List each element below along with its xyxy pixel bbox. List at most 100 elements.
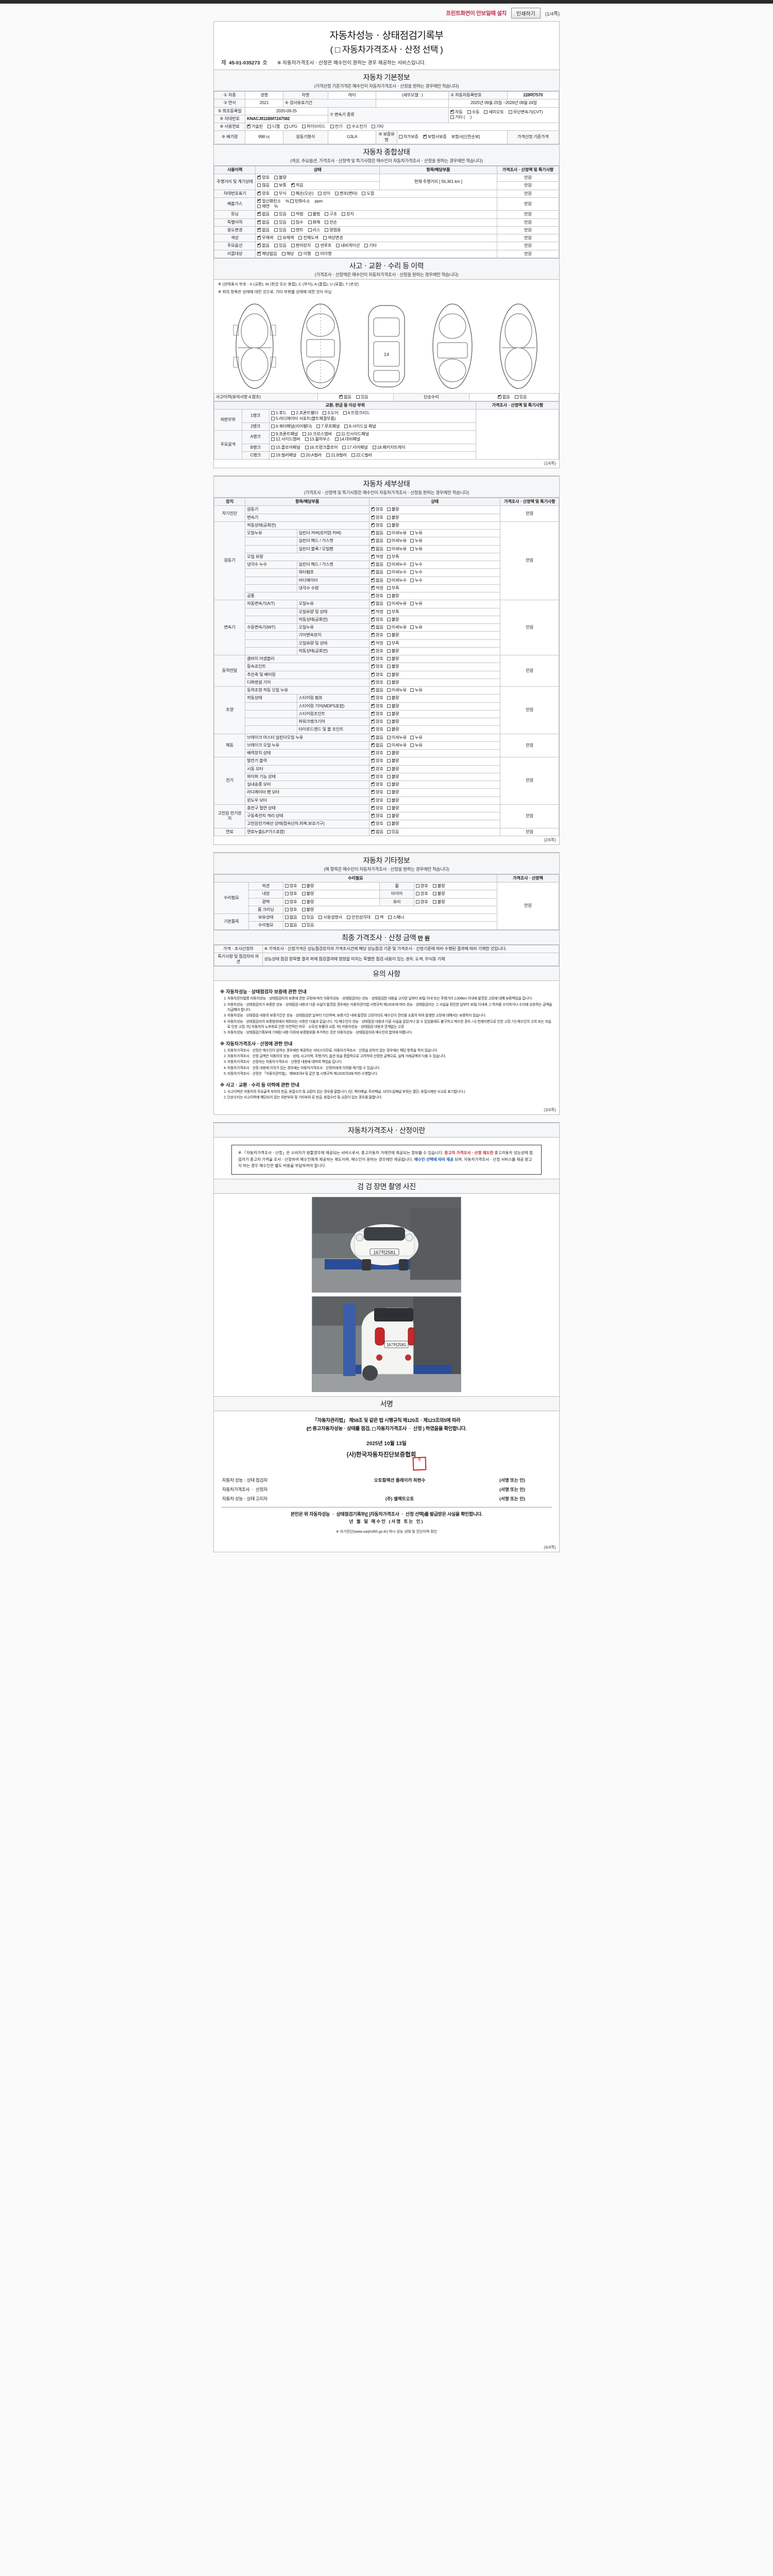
checkbox-icon[interactable] <box>371 125 375 128</box>
checkbox-icon[interactable] <box>305 445 309 449</box>
checkbox-icon[interactable] <box>386 720 391 723</box>
detail-opt-4-4-0[interactable]: 양호 <box>371 718 383 724</box>
checkbox-icon[interactable] <box>271 411 275 415</box>
checkbox-icon[interactable] <box>334 191 339 195</box>
detail-opt-2-1-1[interactable]: 부족 <box>386 609 399 615</box>
checkbox-icon[interactable] <box>343 411 347 415</box>
detail-opt-7-0-1[interactable]: 불량 <box>386 806 399 811</box>
checkbox-icon[interactable] <box>291 182 295 188</box>
detail-opt-2-4-1[interactable]: 불량 <box>386 633 399 638</box>
detail-opt-3-2-0[interactable]: 양호 <box>371 671 383 677</box>
part-hood[interactable]: 1.후드 <box>271 411 287 416</box>
detail-opt-5-0-1[interactable]: 미세누유 <box>386 735 407 740</box>
checkbox-icon[interactable] <box>386 563 391 566</box>
checkbox-icon[interactable] <box>303 432 307 436</box>
checkbox-icon[interactable] <box>371 632 375 637</box>
byeonsok-opt-manual[interactable]: 수동 <box>467 110 479 115</box>
checkbox-icon[interactable] <box>301 884 306 888</box>
checkbox-icon[interactable] <box>371 805 375 810</box>
detail-opt-2-3-0[interactable]: 없음 <box>371 624 383 630</box>
checkbox-icon[interactable] <box>274 244 278 248</box>
checkbox-icon[interactable] <box>371 789 375 794</box>
checkbox-icon[interactable] <box>247 123 250 128</box>
checkbox-icon[interactable] <box>386 688 391 692</box>
checkbox-icon[interactable] <box>371 766 375 771</box>
interior-opt-good[interactable]: 양호 <box>284 891 297 896</box>
checkbox-icon[interactable] <box>386 822 391 826</box>
detail-opt-6-1-0[interactable]: 양호 <box>371 766 383 772</box>
checkbox-icon[interactable] <box>386 680 391 684</box>
part-trunk-lid[interactable]: 4.트렁크리드 <box>343 411 370 416</box>
checkbox-icon[interactable] <box>371 537 375 543</box>
detail-opt-1-1-1[interactable]: 미세누유 <box>386 531 407 536</box>
detail-opt-1-7-1[interactable]: 미세누수 <box>386 578 407 583</box>
checkbox-icon[interactable] <box>386 617 391 621</box>
checkbox-icon[interactable] <box>386 783 391 786</box>
checkbox-icon[interactable] <box>318 916 323 919</box>
checkbox-icon[interactable] <box>336 432 340 436</box>
checkbox-icon[interactable] <box>410 688 414 692</box>
checkbox-icon[interactable] <box>274 191 278 195</box>
checkbox-icon[interactable] <box>284 923 289 927</box>
checkbox-icon[interactable] <box>410 743 414 747</box>
detail-opt-5-2-1[interactable]: 불량 <box>386 751 399 756</box>
checkbox-icon[interactable] <box>267 125 272 128</box>
mileage-amt-high[interactable]: 많음 <box>257 183 270 188</box>
detail-opt-6-0-1[interactable]: 불량 <box>386 758 399 764</box>
detail-opt-1-4-0[interactable]: 적정 <box>371 553 383 560</box>
yeonryo-opt-etc[interactable]: 기타 <box>371 124 384 129</box>
checkbox-icon[interactable] <box>386 633 391 637</box>
detail-opt-6-5-1[interactable]: 불량 <box>386 798 399 803</box>
detail-opt-6-0-0[interactable]: 양호 <box>371 757 383 764</box>
detail-opt-1-4-1[interactable]: 부족 <box>386 554 399 560</box>
checkbox-icon[interactable] <box>386 641 391 645</box>
checkbox-icon[interactable] <box>315 251 320 256</box>
checkbox-icon[interactable] <box>386 704 391 708</box>
part-quarter-panel[interactable]: 6.쿼터패널(리어휀다) <box>271 424 312 429</box>
checkbox-icon[interactable] <box>371 663 375 669</box>
detail-opt-6-4-0[interactable]: 양호 <box>371 789 383 795</box>
checkbox-icon[interactable] <box>371 585 375 590</box>
checkbox-icon[interactable] <box>371 624 375 629</box>
detail-opt-0-1-1[interactable]: 불량 <box>386 515 399 520</box>
simple-opt-none[interactable]: 없음 <box>497 394 510 400</box>
checkbox-icon[interactable] <box>271 453 275 457</box>
checkbox-icon[interactable] <box>257 198 261 203</box>
checkbox-icon[interactable] <box>330 125 334 128</box>
checkbox-icon[interactable] <box>284 892 289 896</box>
color-opt-fullpaint[interactable]: 전체도색 <box>298 235 318 241</box>
checkbox-icon[interactable] <box>371 757 375 763</box>
detail-opt-7-0-0[interactable]: 양호 <box>371 805 383 811</box>
part-floor-panel[interactable]: 15.플로어패널 <box>271 445 300 450</box>
checkbox-icon[interactable] <box>342 212 346 216</box>
part-door[interactable]: 3.도어 <box>323 411 339 416</box>
tire-opt-bad[interactable]: 불량 <box>432 891 445 896</box>
part-inside-panel[interactable]: 11.인사이드패널 <box>336 432 369 437</box>
tuning-opt-legal[interactable]: 적법 <box>291 212 304 217</box>
checkbox-icon[interactable] <box>301 453 305 457</box>
usechange-opt-none[interactable]: 없음 <box>257 227 270 233</box>
detail-opt-7-2-1[interactable]: 불량 <box>386 821 399 826</box>
bojeung-opt-self[interactable]: 자가보증 <box>398 134 418 140</box>
options-opt-none[interactable]: 없음 <box>257 242 270 248</box>
checkbox-icon[interactable] <box>371 553 375 558</box>
checkbox-icon[interactable] <box>291 212 295 216</box>
detail-opt-6-5-0[interactable]: 양호 <box>371 797 383 803</box>
detail-opt-6-2-1[interactable]: 불량 <box>386 774 399 779</box>
detail-opt-7-1-1[interactable]: 불량 <box>386 814 399 819</box>
detail-opt-1-5-0[interactable]: 없음 <box>371 561 383 567</box>
checkbox-icon[interactable] <box>410 735 414 739</box>
detail-opt-1-2-0[interactable]: 없음 <box>371 537 383 544</box>
checkbox-icon[interactable] <box>386 790 391 794</box>
checkbox-icon[interactable] <box>410 625 414 629</box>
checkbox-icon[interactable] <box>386 829 391 834</box>
checkbox-icon[interactable] <box>257 205 261 208</box>
detail-opt-5-0-2[interactable]: 누유 <box>410 735 423 740</box>
checkbox-icon[interactable] <box>371 608 375 614</box>
checkbox-icon[interactable] <box>386 578 391 582</box>
tire-opt-good[interactable]: 양호 <box>416 891 428 896</box>
checkbox-icon[interactable] <box>339 394 343 399</box>
checkbox-icon[interactable] <box>257 227 261 232</box>
exterior-opt-bad[interactable]: 불량 <box>301 884 314 889</box>
part-b-pillar[interactable]: 21.B필러 <box>326 453 347 458</box>
